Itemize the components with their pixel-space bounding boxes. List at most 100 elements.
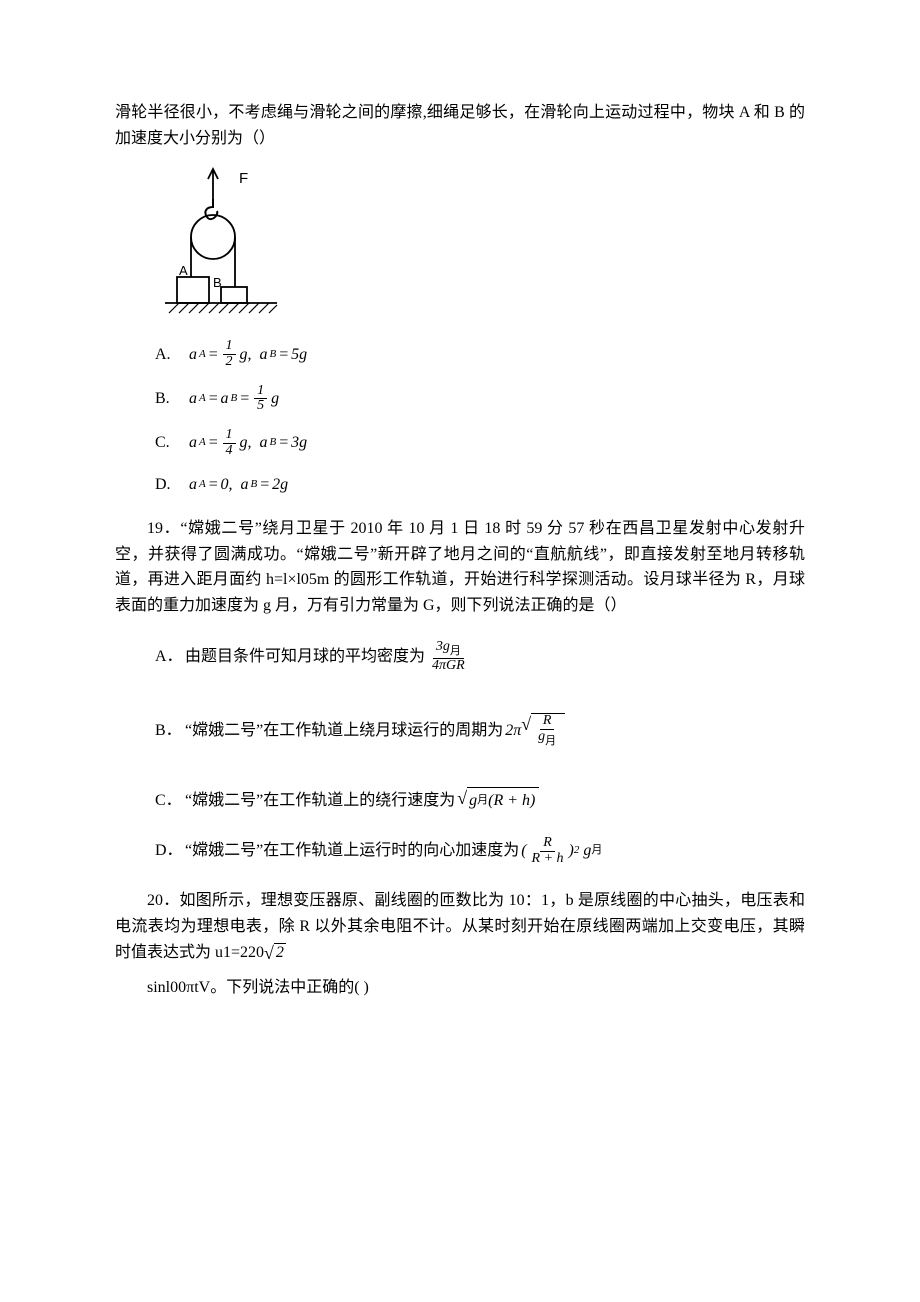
math-eq: =: [208, 342, 219, 368]
q19-option-b: B． “嫦娥二号”在工作轨道上绕月球运行的周期为 2π √ R g月: [155, 713, 805, 747]
math-val: 3g: [291, 430, 307, 456]
math-sup: 2: [574, 842, 580, 860]
option-letter: D．: [155, 838, 185, 864]
q20-body2: sinl00πtV。下列说法中正确的( ): [115, 975, 805, 1001]
option-math: aA = aB = 15 g: [189, 384, 279, 414]
option-letter: A.: [155, 342, 189, 368]
math-tail: g,: [240, 430, 252, 456]
math-sym: a: [189, 342, 197, 368]
frac-den: 4πGR: [429, 659, 468, 674]
frac-den: 2: [223, 355, 236, 370]
q19-option-d: D． “嫦娥二号”在工作轨道上运行时的向心加速度为 ( R R + h )2 g…: [155, 836, 805, 866]
sqrt-inline: √2: [264, 944, 286, 961]
math-tail: g: [271, 386, 279, 412]
q18-options: A. aA = 12 g, aB = 5g B. aA = aB = 15 g: [155, 339, 805, 498]
math-sub: 月: [477, 792, 488, 810]
frac-den: g月: [535, 730, 559, 747]
math-tail: g: [583, 838, 591, 864]
math-sym: a: [241, 472, 249, 498]
sqrt-icon: √: [264, 943, 274, 963]
pulley-diagram-svg: F A B: [159, 165, 289, 325]
math-eq: =: [208, 472, 219, 498]
page-root: 滑轮半径很小，不考虑绳与滑轮之间的摩擦,细绳足够长，在滑轮向上运动过程中，物块 …: [0, 0, 920, 1071]
math-eq: =: [278, 342, 289, 368]
math-val: 5g: [291, 342, 307, 368]
option-math: √ g月(R + h): [457, 787, 539, 814]
option-math: aA = 0, aB = 2g: [189, 472, 288, 498]
math-eq: =: [239, 386, 250, 412]
q18-option-d: D. aA = 0, aB = 2g: [155, 472, 805, 498]
math-sym: g: [469, 788, 477, 814]
math-sym: a: [189, 430, 197, 456]
option-text: “嫦娥二号”在工作轨道上的绕行速度为: [185, 788, 455, 814]
math-val: 2g: [272, 472, 288, 498]
q19-options: A． 由题目条件可知月球的平均密度为 3g月 4πGR B． “嫦娥二号”在工作…: [155, 640, 805, 866]
fraction: R R + h: [529, 836, 567, 866]
math-eq: =: [208, 430, 219, 456]
math-sym: a: [189, 472, 197, 498]
fraction: 15: [254, 384, 267, 414]
q18-option-a: A. aA = 12 g, aB = 5g: [155, 339, 805, 369]
math-sub: 月: [545, 735, 556, 747]
label-a: A: [179, 263, 188, 278]
sqrt-body: g月(R + h): [467, 787, 539, 814]
math-sub: A: [199, 476, 206, 494]
option-math: 3g月 4πGR: [427, 640, 470, 673]
q18-option-b: B. aA = aB = 15 g: [155, 384, 805, 414]
math-paren: (: [521, 838, 526, 864]
q19-option-a: A． 由题目条件可知月球的平均密度为 3g月 4πGR: [155, 640, 805, 673]
sqrt-body: R g月: [531, 713, 565, 747]
option-letter: A．: [155, 644, 185, 670]
frac-num: 3g月: [433, 640, 464, 658]
option-letter: C．: [155, 788, 185, 814]
option-text: “嫦娥二号”在工作轨道上绕月球运行的周期为: [185, 718, 503, 744]
frac-den: 4: [223, 444, 236, 459]
q18-option-c: C. aA = 14 g, aB = 3g: [155, 428, 805, 458]
math-sub: B: [251, 476, 258, 494]
fraction: 14: [223, 428, 236, 458]
option-text: 由题目条件可知月球的平均密度为: [185, 644, 425, 670]
fraction: R g月: [535, 714, 559, 747]
math-sub: B: [270, 434, 277, 452]
math-sym: a: [189, 386, 197, 412]
q19-body: 19．“嫦娥二号”绕月卫星于 2010 年 10 月 1 日 18 时 59 分…: [115, 516, 805, 618]
math-sub: B: [270, 346, 277, 364]
option-math: aA = 12 g, aB = 5g: [189, 339, 307, 369]
option-text: “嫦娥二号”在工作轨道上运行时的向心加速度为: [185, 838, 519, 864]
math-sub: 月: [450, 645, 461, 657]
math-sym: a: [221, 386, 229, 412]
math-sub: 月: [591, 842, 602, 860]
frac-num: 1: [223, 339, 236, 355]
option-math: 2π √ R g月: [505, 713, 565, 747]
sqrt-icon: √: [457, 789, 467, 807]
math-paren: (R + h): [488, 788, 535, 814]
frac-num-txt: 3g: [436, 639, 450, 654]
math-sym: a: [260, 430, 268, 456]
math-eq: =: [278, 430, 289, 456]
math-tail: g,: [240, 342, 252, 368]
option-math: aA = 14 g, aB = 3g: [189, 428, 307, 458]
q20-number: 20．: [147, 892, 180, 909]
math-coef: 2π: [505, 718, 521, 744]
frac-num: R: [540, 836, 555, 852]
q18-intro: 滑轮半径很小，不考虑绳与滑轮之间的摩擦,细绳足够长，在滑轮向上运动过程中，物块 …: [115, 100, 805, 151]
option-math: ( R R + h )2 g月: [521, 836, 602, 866]
q19-number: 19．: [147, 520, 180, 537]
option-letter: D.: [155, 472, 189, 498]
option-letter: B.: [155, 386, 189, 412]
frac-num: 1: [223, 428, 236, 444]
math-eq: =: [208, 386, 219, 412]
sqrt-body: 2: [274, 943, 286, 961]
sqrt: √ R g月: [521, 713, 565, 747]
q20-body1: 20．如图所示，理想变压器原、副线圈的匝数比为 10：1，b 是原线圈的中心抽头…: [115, 888, 805, 965]
math-eq: =: [259, 472, 270, 498]
math-val: 0,: [221, 472, 233, 498]
q19-text: “嫦娥二号”绕月卫星于 2010 年 10 月 1 日 18 时 59 分 57…: [115, 520, 805, 614]
fraction: 12: [223, 339, 236, 369]
option-letter: C.: [155, 430, 189, 456]
math-sub: A: [199, 346, 206, 364]
frac-den: R + h: [529, 852, 567, 867]
frac-num: 1: [254, 384, 267, 400]
label-b: B: [213, 275, 222, 290]
option-letter: B．: [155, 718, 185, 744]
